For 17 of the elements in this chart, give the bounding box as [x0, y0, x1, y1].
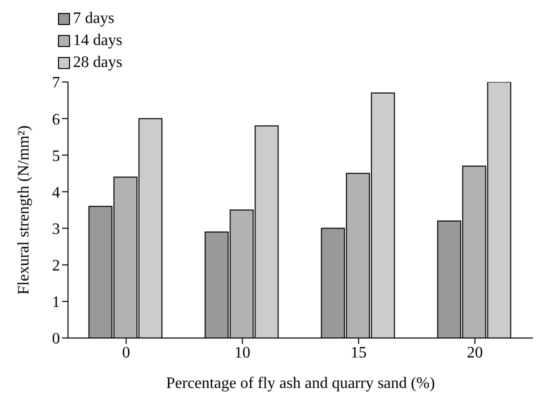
x-tick-label: 10 [234, 344, 250, 362]
y-tick-label: 4 [52, 184, 60, 202]
y-axis-title: Flexural strength (N/mm²) [16, 125, 33, 295]
x-tick-label: 0 [122, 344, 130, 362]
y-tick-label: 6 [52, 111, 60, 128]
legend-label: 14 days [73, 31, 122, 51]
legend-label: 28 days [73, 53, 122, 73]
y-tick-label: 1 [52, 294, 60, 312]
x-axis-title: Percentage of fly ash and quarry sand (%) [166, 375, 435, 392]
legend-label: 7 days [73, 9, 114, 29]
y-tick-label: 2 [52, 258, 60, 275]
y-tick-label: 0 [52, 330, 60, 348]
x-tick-label: 20 [466, 344, 483, 362]
y-tick-label: 7 [52, 74, 60, 92]
x-tick-label: 15 [350, 344, 367, 362]
y-tick-label: 5 [52, 148, 60, 165]
y-tick-label: 3 [52, 220, 60, 238]
